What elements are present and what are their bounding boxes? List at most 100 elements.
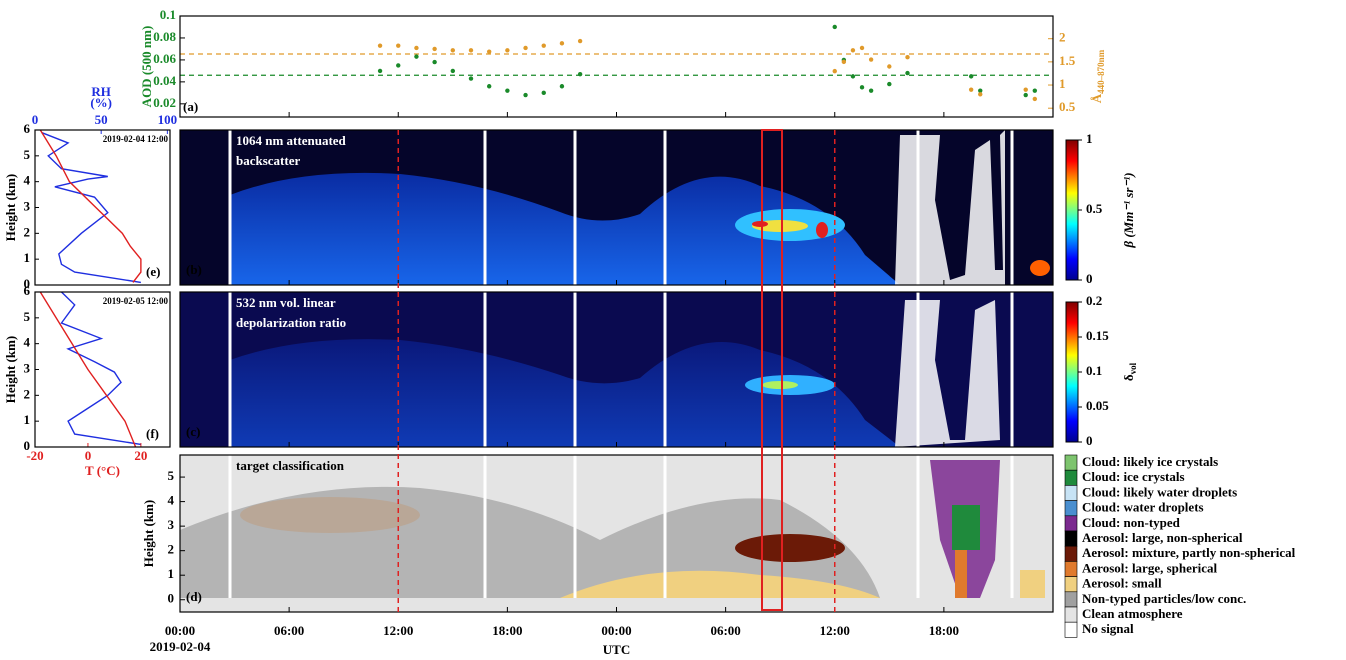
panel-title: 532 nm vol. linear <box>236 295 336 310</box>
x-tick-label: 18:00 <box>492 623 522 638</box>
data-point <box>978 92 983 97</box>
y-tick-label: 2 <box>24 386 31 401</box>
data-point <box>505 88 510 93</box>
data-point <box>377 43 383 48</box>
panel-frame <box>179 454 1054 613</box>
data-point <box>468 76 474 81</box>
data-point <box>396 43 401 48</box>
y-tick-label: 0.08 <box>153 29 176 44</box>
y-tick-label: 4 <box>24 335 31 350</box>
data-point <box>887 64 892 69</box>
legend-label: Aerosol: large, spherical <box>1082 560 1218 575</box>
legend-swatch <box>1064 545 1078 562</box>
rh-profile <box>60 291 141 446</box>
data-point <box>1032 96 1038 102</box>
data-point <box>450 68 456 74</box>
x-tick-label: 0 <box>85 448 92 463</box>
legend-label: Aerosol: large, non-spherical <box>1082 530 1243 545</box>
data-point <box>486 84 492 89</box>
y2-tick-label: 1 <box>1059 76 1066 91</box>
colorbar-tick-label: 0.2 <box>1086 293 1102 308</box>
data-point <box>868 88 874 93</box>
x-tick-label: 00:00 <box>165 623 195 638</box>
legend-swatch <box>1064 621 1078 638</box>
y-axis-label: AOD (500 nm) <box>139 26 154 108</box>
y2-axis-label-main: Å <box>1089 93 1104 103</box>
colorbar <box>1065 139 1079 281</box>
panel-letter: (d) <box>186 589 202 604</box>
legend-swatch <box>1064 576 1078 593</box>
colorbar-label-main: δ <box>1121 374 1136 381</box>
data-point <box>523 45 528 51</box>
y-tick-label: 4 <box>168 493 175 508</box>
panel-letter: (e) <box>146 264 160 279</box>
legend-swatch <box>1064 469 1078 486</box>
rh-profile <box>41 131 141 284</box>
colorbar-tick-label: 0.5 <box>1086 201 1103 216</box>
data-point <box>432 59 437 65</box>
y-tick-label: 3 <box>24 198 31 213</box>
panel-letter: (b) <box>186 262 202 277</box>
x-tick-label: 50 <box>95 112 108 127</box>
data-point <box>450 48 456 53</box>
classification-image <box>180 455 1053 612</box>
legend-label: No signal <box>1082 621 1134 636</box>
legend-label: Cloud: non-typed <box>1082 515 1181 530</box>
panel-title: depolarization ratio <box>236 315 346 330</box>
y2-tick-label: 0.5 <box>1059 99 1076 114</box>
legend-label: Cloud: likely water droplets <box>1082 484 1237 499</box>
data-point <box>841 59 847 65</box>
colorbar-label: β (Mm⁻¹ sr⁻¹) <box>1121 172 1136 248</box>
y-tick-label: 5 <box>168 468 175 483</box>
colorbar-tick-label: 0 <box>1086 271 1093 286</box>
legend-swatch <box>1064 561 1078 577</box>
data-point <box>377 68 383 74</box>
data-point <box>414 45 419 51</box>
highlight-box <box>761 129 784 611</box>
legend-label: Non-typed particles/low conc. <box>1082 591 1246 606</box>
colorbar-tick-label: 1 <box>1086 131 1093 146</box>
x-axis-label: (%) <box>90 95 112 110</box>
y-tick-label: 0.1 <box>160 7 176 22</box>
y-tick-label: 5 <box>24 309 31 324</box>
y2-axis-label: Å440–870nm <box>1089 49 1106 103</box>
colorbar-label: δvol <box>1121 362 1138 381</box>
t-profile <box>39 291 137 448</box>
data-point <box>978 88 983 93</box>
data-point <box>1023 87 1028 92</box>
y-tick-label: 0 <box>24 438 31 453</box>
data-point <box>505 48 510 53</box>
panel-frame <box>34 291 171 448</box>
x-tick-label: 06:00 <box>710 623 740 638</box>
y-axis-label: Height (km) <box>3 174 18 242</box>
colorbar-label-sub: vol <box>1128 362 1138 374</box>
y-tick-label: 2 <box>24 224 31 239</box>
panel-title: target classification <box>236 458 345 473</box>
data-gaps <box>228 130 1014 598</box>
legend-swatch <box>1064 454 1078 471</box>
data-point <box>850 48 856 53</box>
date-label: 2019-02-04 <box>150 639 211 654</box>
data-point <box>541 90 546 96</box>
legend-label: Cloud: ice crystals <box>1082 469 1185 484</box>
data-point <box>905 55 910 60</box>
data-point <box>868 57 874 62</box>
y-tick-label: 3 <box>168 517 175 532</box>
x-tick-label: 20 <box>134 448 147 463</box>
legend-swatch <box>1064 606 1078 623</box>
data-point <box>468 48 474 53</box>
x-tick-label: 06:00 <box>274 623 304 638</box>
data-point <box>432 46 437 52</box>
legend-label: Cloud: water droplets <box>1082 500 1204 515</box>
x-tick-label: 18:00 <box>929 623 959 638</box>
panel-title: 1064 nm attenuated <box>236 133 347 148</box>
data-point <box>968 87 974 92</box>
data-point <box>832 24 837 30</box>
data-point <box>396 63 401 68</box>
x-tick-label: 00:00 <box>601 623 631 638</box>
x-tick-label: -20 <box>26 448 43 463</box>
x-tick-label: 12:00 <box>820 623 850 638</box>
t-profile <box>39 129 142 283</box>
x-tick-label: 100 <box>158 112 178 127</box>
